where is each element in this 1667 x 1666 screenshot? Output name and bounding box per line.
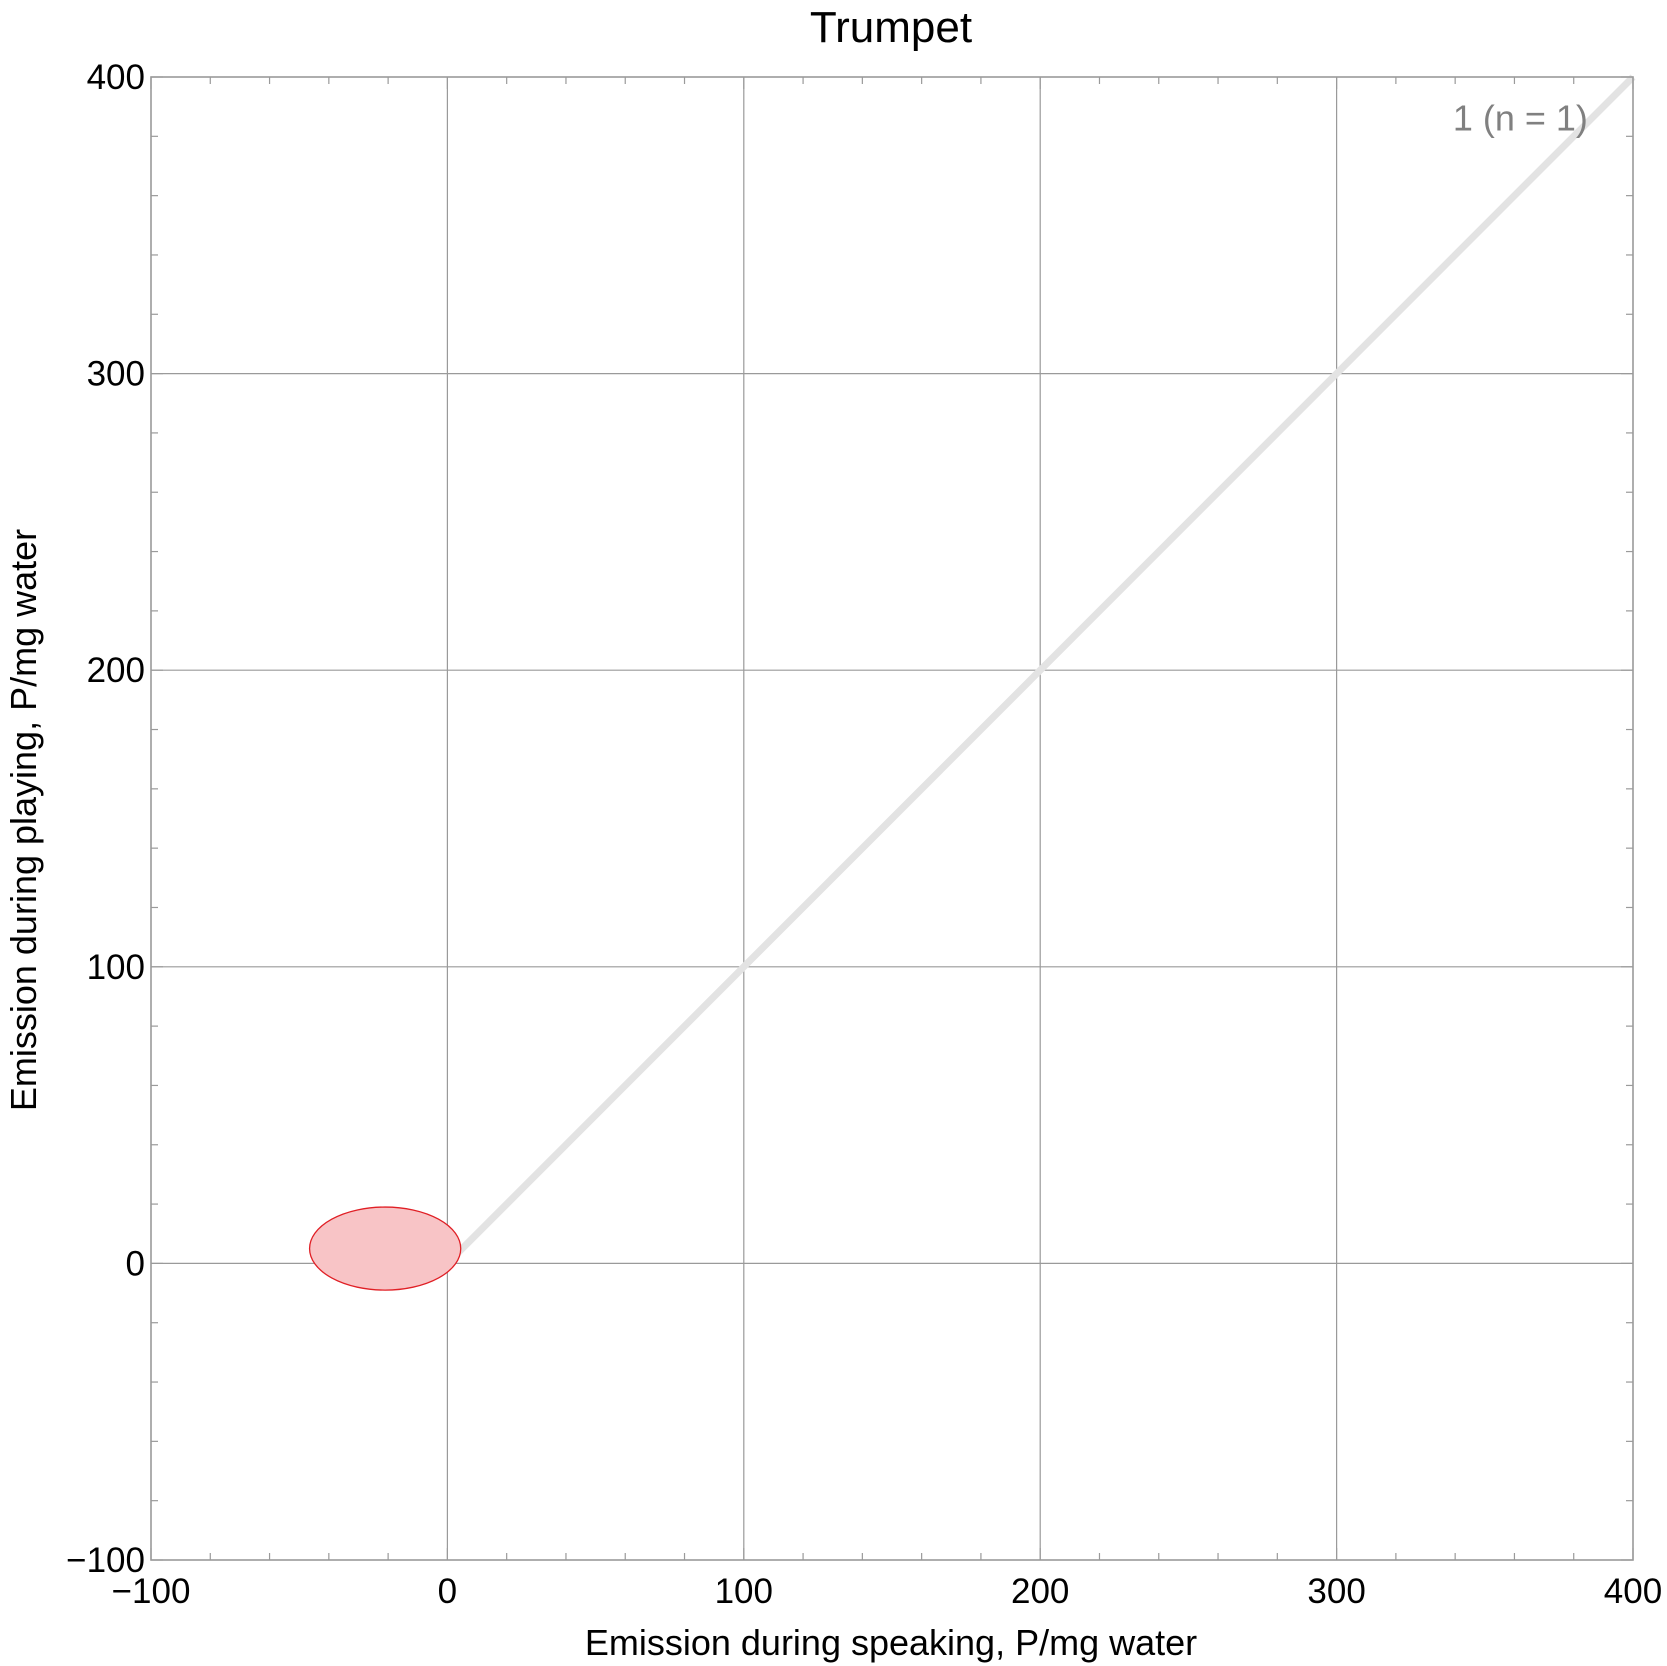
y-tick-label: −100 [66,1541,145,1580]
y-tick-label: 0 [126,1244,145,1283]
y-tick-label: 200 [87,651,145,690]
x-tick-label: −100 [112,1572,191,1611]
x-axis-label: Emission during speaking, P/mg water [585,1622,1197,1663]
y-tick-label: 400 [87,58,145,97]
data-point-ellipse [308,1206,462,1291]
chart-title: Trumpet [810,3,972,52]
x-tick-label: 400 [1604,1572,1662,1611]
x-tick-label: 200 [1011,1572,1069,1611]
data-layer [308,1206,462,1291]
x-tick-label: 0 [438,1572,457,1611]
reference-line [444,74,1636,1266]
x-tick-label: 100 [715,1572,773,1611]
reference-line-layer [444,74,1636,1266]
tick-labels: −100 0 100 200 300 400 −100 0 100 200 300 400 [66,58,1662,1611]
annotation-layer: 1 (n = 1) [1453,97,1588,138]
plot-frame [150,76,1634,1561]
series-annotation: 1 (n = 1) [1453,97,1588,138]
x-tick-label: 300 [1307,1572,1365,1611]
y-tick-label: 300 [87,355,145,394]
y-tick-label: 100 [87,948,145,987]
y-axis-label: Emission during playing, P/mg water [3,529,44,1111]
